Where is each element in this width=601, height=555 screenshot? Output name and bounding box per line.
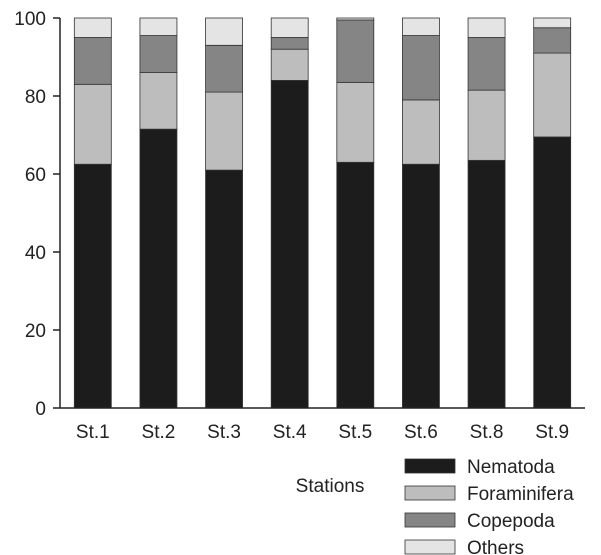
legend-label-others: Others: [467, 538, 524, 555]
bar-st-5-nematoda: [336, 161, 375, 409]
bar-st-3-foraminifera: [205, 91, 243, 171]
x-tick-label: St.6: [404, 422, 438, 443]
bar-st-9-copepoda: [533, 27, 572, 54]
bar-st-3-others: [205, 17, 243, 46]
legend-swatch-others: [404, 539, 456, 555]
bar-st-2-others: [139, 17, 178, 36]
bar-st-9-others: [533, 17, 572, 29]
bar-st-3-nematoda: [205, 169, 243, 409]
x-tick-label: St.9: [535, 422, 569, 443]
bar-st-5-others: [336, 17, 375, 21]
bar-st-5-foraminifera: [336, 81, 375, 163]
legend-swatch-nematoda: [404, 458, 456, 474]
bar-st-6-nematoda: [402, 163, 440, 409]
y-tick-label: 80: [25, 87, 46, 108]
y-axis-ticks: 0 20 40 60 80 100: [14, 9, 60, 420]
bars-layer: [73, 17, 572, 409]
bar-st-9-nematoda: [533, 136, 572, 409]
y-tick-label: 60: [25, 165, 46, 186]
bar-st-1-copepoda: [73, 37, 112, 85]
bar-st-2-foraminifera: [139, 72, 178, 130]
bar-st-2-nematoda: [139, 128, 178, 409]
bar-st-1-foraminifera: [73, 83, 112, 165]
bar-st-4-nematoda: [270, 80, 309, 409]
bar-st-3-copepoda: [205, 44, 243, 93]
legend: Nematoda Foraminifera Copepoda Others: [404, 457, 574, 555]
bar-st-8-foraminifera: [467, 89, 506, 161]
x-tick-label: St.8: [470, 422, 504, 443]
x-axis-ticks: St.1 St.2 St.3 St.4 St.5 St.6 St.8 St.9: [76, 422, 569, 443]
bar-st-6-foraminifera: [402, 99, 440, 165]
legend-swatch-copepoda: [404, 512, 456, 528]
legend-swatch-foraminifera: [404, 485, 456, 501]
bar-st-5-copepoda: [336, 19, 375, 83]
y-tick-label: 40: [25, 243, 46, 264]
x-tick-label: St.2: [142, 422, 176, 443]
x-tick-label: St.1: [76, 422, 110, 443]
y-tick-label: 20: [25, 321, 46, 342]
x-tick-label: St.4: [273, 422, 307, 443]
bar-st-4-copepoda: [270, 37, 309, 50]
bar-st-8-copepoda: [467, 37, 506, 91]
bar-st-6-others: [402, 17, 440, 36]
bar-st-8-nematoda: [467, 159, 506, 409]
bar-st-2-copepoda: [139, 35, 178, 73]
bar-st-1-nematoda: [73, 163, 112, 409]
bar-st-9-foraminifera: [533, 52, 572, 138]
x-tick-label: St.5: [338, 422, 372, 443]
y-tick-label: 100: [14, 9, 46, 30]
bar-st-6-copepoda: [402, 35, 440, 101]
y-tick-label: 0: [35, 399, 46, 420]
x-axis-title: Stations: [296, 476, 365, 497]
x-tick-label: St.3: [207, 422, 241, 443]
legend-label-nematoda: Nematoda: [467, 457, 555, 478]
bar-st-1-others: [73, 17, 112, 38]
bar-st-4-foraminifera: [270, 48, 309, 81]
bar-st-8-others: [467, 17, 506, 38]
legend-label-copepoda: Copepoda: [467, 511, 555, 532]
legend-label-foraminifera: Foraminifera: [467, 484, 574, 505]
bar-st-4-others: [270, 17, 309, 38]
